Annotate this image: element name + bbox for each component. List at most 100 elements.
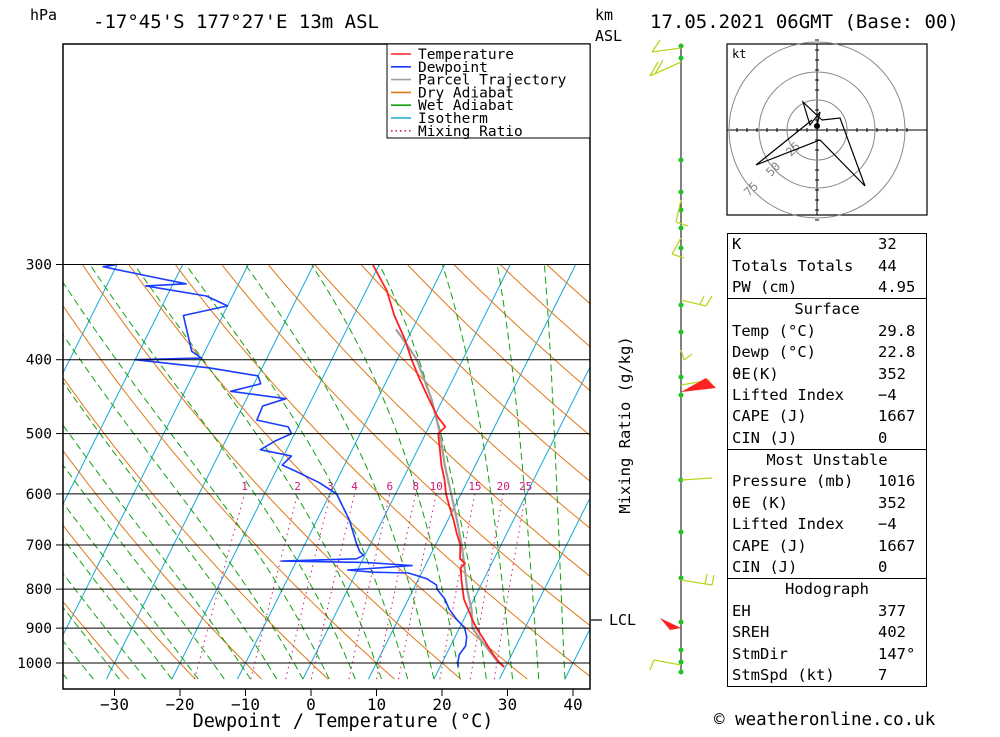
indices-row: CAPE (J)1667 [728, 535, 927, 556]
index-label: CIN (J) [728, 428, 879, 450]
pressure-tick-label: 400 [26, 353, 52, 369]
indices-row: θE (K)352 [728, 493, 927, 514]
wind-barb [681, 296, 712, 306]
index-label: StmSpd (kt) [728, 665, 879, 687]
index-label: SREH [728, 622, 879, 643]
mixing-ratio-line [399, 494, 437, 679]
temperature-tick-label: 40 [563, 695, 582, 714]
wind-profile-axis [650, 40, 716, 675]
index-label: Temp (°C) [728, 321, 879, 342]
isotherm-line [106, 265, 313, 680]
index-label: θE(K) [728, 363, 879, 384]
index-value: 402 [878, 622, 927, 643]
wind-flag [660, 618, 681, 630]
dry-adiabat-line [222, 265, 660, 680]
wind-level-dot [679, 375, 684, 380]
mixing-ratio-label: 1 [241, 480, 248, 493]
hodograph-storm-motion [814, 123, 820, 129]
pressure-gridlines [56, 265, 590, 664]
pressure-tick-label: 900 [26, 621, 52, 637]
temperature-tick-label: −30 [100, 695, 129, 714]
index-value: 147° [878, 643, 927, 664]
isotherm-line [303, 265, 510, 680]
pressure-tick-label: 1000 [17, 656, 52, 672]
wet-adiabat-line [0, 265, 120, 680]
indices-row: CAPE (J)1667 [728, 406, 927, 427]
index-label: K [728, 234, 879, 256]
index-label: Lifted Index [728, 385, 879, 406]
wind-level-dot [679, 670, 684, 675]
mixing-ratio-axis-title: Mixing Ratio (g/kg) [616, 336, 634, 513]
indices-row: Temp (°C)29.8 [728, 321, 927, 342]
indices-row: θE(K)352 [728, 363, 927, 384]
mixing-ratio-line [195, 494, 245, 679]
index-label: CAPE (J) [728, 406, 879, 427]
index-value: 22.8 [878, 342, 927, 363]
wind-level-dot [679, 56, 684, 61]
index-value: 0 [878, 428, 927, 450]
index-value: 32 [878, 234, 927, 256]
wet-adiabat-line [18, 265, 303, 680]
index-label: Totals Totals [728, 255, 879, 276]
wind-barb [652, 40, 681, 52]
indices-row: CIN (J)0 [728, 428, 927, 450]
wind-level-dot [679, 190, 684, 195]
wet-adiabat-line [379, 265, 486, 680]
mixing-ratio-label: 8 [412, 480, 419, 493]
wet-adiabat-line [0, 265, 198, 680]
dry-adiabat-line [268, 265, 726, 680]
wind-level-dot [679, 246, 684, 251]
index-value: 352 [878, 363, 927, 384]
mixing-ratio-label: 4 [351, 480, 358, 493]
mixing-ratio-label: 10 [430, 480, 443, 493]
indices-row: Lifted Index−4 [728, 385, 927, 406]
x-axis-title: Dewpoint / Temperature (°C) [193, 711, 494, 732]
index-label: Pressure (mb) [728, 471, 879, 492]
parcel-trajectory-line [396, 329, 504, 667]
isotherm-line [0, 265, 117, 680]
location-title: -17°45'S 177°27'E 13m ASL [93, 11, 379, 33]
index-value: 7 [878, 665, 927, 687]
index-value: 1667 [878, 535, 927, 556]
index-value: −4 [878, 514, 927, 535]
mixing-ratio-line [311, 494, 354, 679]
mixing-ratio-label: 15 [468, 480, 481, 493]
index-label: StmDir [728, 643, 879, 664]
index-value: −4 [878, 385, 927, 406]
mixing-ratio-label: 6 [386, 480, 393, 493]
index-value: 44 [878, 255, 927, 276]
wind-level-dot [679, 393, 684, 398]
wet-adiabat-line [0, 265, 251, 680]
wind-barb [681, 574, 714, 585]
dry-adiabat-line [0, 265, 262, 680]
section-title: Surface [728, 299, 927, 321]
index-label: θE (K) [728, 493, 879, 514]
indices-section-header: Surface [728, 299, 927, 321]
km-unit-label: km [595, 6, 613, 24]
index-label: CIN (J) [728, 557, 879, 579]
index-label: Dewp (°C) [728, 342, 879, 363]
wind-level-dot [679, 620, 684, 625]
index-label: EH [728, 601, 879, 622]
indices-row: StmSpd (kt)7 [728, 665, 927, 687]
index-value: 4.95 [878, 277, 927, 299]
mixing-ratio-line [349, 494, 390, 679]
isotherm-line [172, 265, 379, 680]
mixing-ratio-line [251, 494, 298, 679]
temperature-tick-label: −20 [166, 695, 195, 714]
wind-level-dot [679, 648, 684, 653]
wet-adiabat-line [0, 265, 224, 680]
wet-adiabat-line [0, 265, 67, 680]
wind-barb [650, 660, 681, 670]
dry-adiabat-line [315, 265, 793, 680]
dry-adiabat-line [82, 265, 461, 680]
index-value: 377 [878, 601, 927, 622]
asl-unit-label: ASL [595, 27, 622, 45]
isotherm-line [0, 265, 183, 680]
